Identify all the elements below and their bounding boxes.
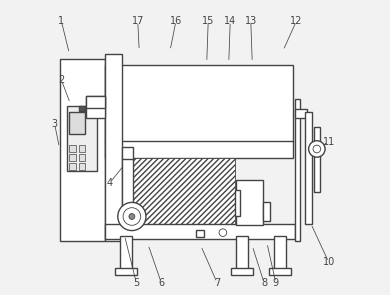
Bar: [86, 96, 105, 118]
Bar: [305, 112, 312, 224]
Bar: [79, 154, 85, 161]
Bar: [274, 236, 286, 269]
Bar: [122, 147, 133, 159]
Text: 7: 7: [214, 278, 220, 288]
Bar: [69, 112, 85, 134]
Text: 10: 10: [323, 257, 335, 267]
Circle shape: [313, 145, 321, 153]
Bar: [69, 163, 76, 170]
Text: 1: 1: [58, 16, 64, 26]
Bar: [79, 163, 85, 170]
Bar: [120, 236, 132, 269]
Text: 8: 8: [261, 278, 267, 288]
Polygon shape: [86, 96, 105, 108]
Bar: [236, 236, 248, 269]
Bar: [269, 268, 291, 275]
Bar: [79, 106, 85, 111]
Text: 13: 13: [245, 16, 257, 26]
Text: 14: 14: [224, 16, 236, 26]
Bar: [295, 109, 307, 118]
Bar: [132, 158, 235, 225]
Bar: [69, 145, 76, 152]
Bar: [115, 268, 137, 275]
Text: 12: 12: [290, 16, 303, 26]
Text: 16: 16: [170, 16, 182, 26]
Text: 11: 11: [323, 137, 335, 147]
Bar: [105, 54, 122, 241]
Bar: [105, 141, 293, 158]
Bar: [295, 99, 300, 241]
Text: 6: 6: [158, 278, 164, 288]
Circle shape: [123, 208, 141, 225]
Text: 3: 3: [51, 119, 58, 129]
Bar: [235, 190, 240, 217]
Text: 15: 15: [202, 16, 215, 26]
Bar: [60, 59, 105, 241]
Circle shape: [118, 202, 146, 231]
Bar: [197, 230, 204, 237]
Text: 2: 2: [58, 75, 64, 85]
Bar: [69, 154, 76, 161]
Text: 5: 5: [133, 278, 139, 288]
Circle shape: [219, 229, 227, 237]
Bar: [236, 180, 262, 225]
Bar: [105, 65, 293, 142]
Bar: [105, 224, 295, 239]
Text: 4: 4: [107, 178, 113, 188]
Circle shape: [129, 214, 135, 219]
Bar: [67, 106, 97, 171]
Bar: [231, 268, 253, 275]
Bar: [122, 158, 133, 225]
Text: 17: 17: [131, 16, 144, 26]
Bar: [79, 145, 85, 152]
Circle shape: [308, 141, 325, 157]
Bar: [314, 127, 320, 191]
Text: 9: 9: [273, 278, 279, 288]
Bar: [262, 202, 270, 221]
